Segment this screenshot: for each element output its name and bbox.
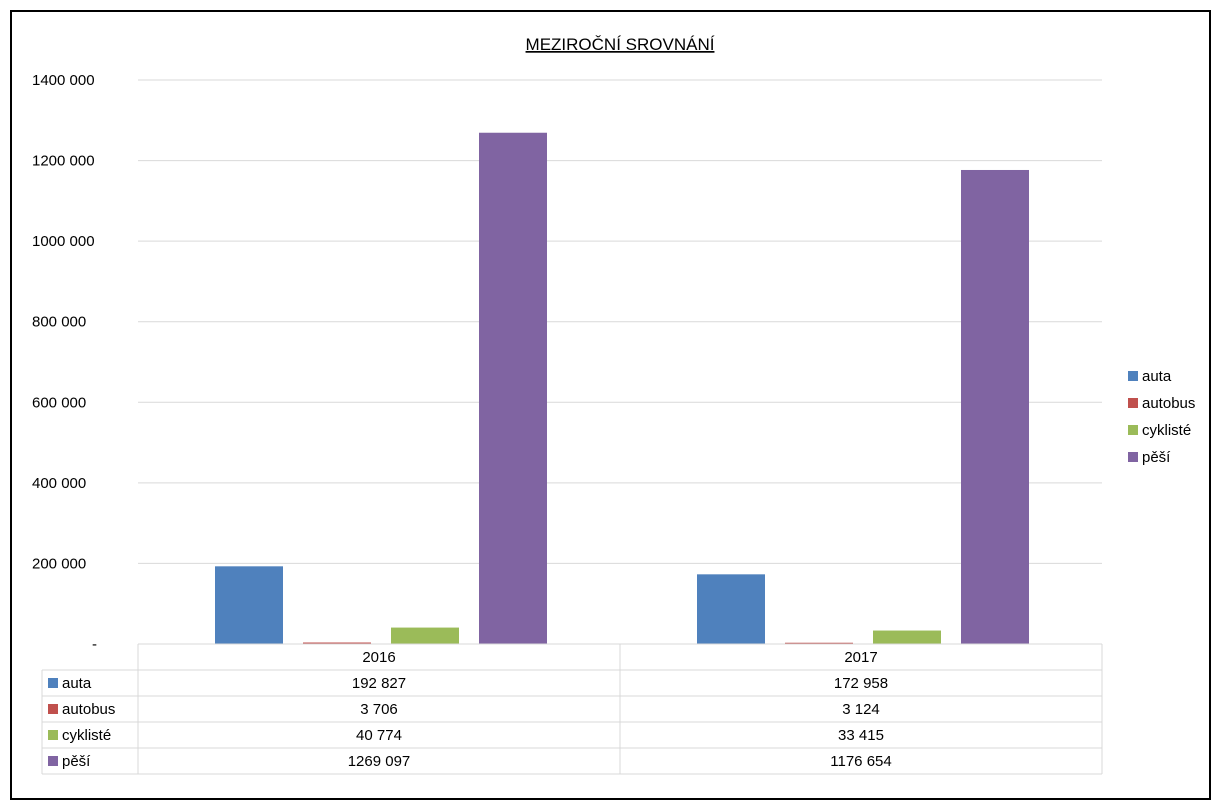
bars bbox=[215, 132, 1029, 644]
data-table: 2016 2017 auta 192 827 172 958 autobus 3 706 3 … bbox=[41, 643, 1103, 775]
table-legend-key-pěší bbox=[48, 756, 58, 766]
chart-svg: MEZIROČNÍ SROVNÁNÍ - 200 000 400 000 600 00… bbox=[32, 35, 1195, 775]
table-legend-key-auta bbox=[48, 678, 58, 688]
bar-auta-2017 bbox=[697, 574, 765, 644]
bar-autobus-2017 bbox=[785, 642, 853, 644]
table-series-label-auta: auta bbox=[62, 675, 92, 692]
table-series-label-cyklisté: cyklisté bbox=[62, 727, 111, 744]
table-value-cyklisté-2017: 33 415 bbox=[838, 727, 884, 744]
table-value-pěší-2016: 1269 097 bbox=[348, 753, 411, 770]
table-value-auta-2016: 192 827 bbox=[352, 675, 406, 692]
bar-pěší-2016 bbox=[479, 132, 547, 644]
legend-key-autobus bbox=[1128, 398, 1138, 408]
legend-label-auta: auta bbox=[1142, 368, 1172, 385]
y-tick-label: 1200 000 bbox=[32, 153, 95, 170]
table-series-label-pěší: pěší bbox=[62, 753, 91, 770]
chart-frame: MEZIROČNÍ SROVNÁNÍ - 200 000 400 000 600 00… bbox=[10, 10, 1211, 800]
gridlines bbox=[138, 79, 1102, 564]
legend-key-auta bbox=[1128, 371, 1138, 381]
legend-label-autobus: autobus bbox=[1142, 395, 1195, 412]
bar-cyklisté-2016 bbox=[391, 627, 459, 644]
table-header-2017: 2017 bbox=[844, 649, 877, 666]
y-tick-label: 1400 000 bbox=[32, 72, 95, 89]
table-legend-key-autobus bbox=[48, 704, 58, 714]
y-tick-label: 400 000 bbox=[32, 475, 86, 492]
table-value-autobus-2016: 3 706 bbox=[360, 701, 398, 718]
y-tick-label: 200 000 bbox=[32, 555, 86, 572]
bar-autobus-2016 bbox=[303, 642, 371, 644]
bar-auta-2016 bbox=[215, 566, 283, 644]
y-tick-label: 1000 000 bbox=[32, 233, 95, 250]
table-value-cyklisté-2016: 40 774 bbox=[356, 727, 402, 744]
legend-key-pěší bbox=[1128, 452, 1138, 462]
bar-cyklisté-2017 bbox=[873, 630, 941, 644]
table-legend-key-cyklisté bbox=[48, 730, 58, 740]
legend: auta autobus cyklisté pěší bbox=[1128, 368, 1195, 466]
table-series-label-autobus: autobus bbox=[62, 701, 115, 718]
bar-pěší-2017 bbox=[961, 169, 1029, 644]
y-axis-tick-labels: - 200 000 400 000 600 000 800 000 1000 000 120… bbox=[32, 72, 97, 653]
chart-title: MEZIROČNÍ SROVNÁNÍ bbox=[526, 35, 715, 54]
table-value-autobus-2017: 3 124 bbox=[842, 701, 880, 718]
table-value-pěší-2017: 1176 654 bbox=[830, 753, 891, 770]
table-value-auta-2017: 172 958 bbox=[834, 675, 888, 692]
legend-label-pěší: pěší bbox=[1142, 449, 1171, 466]
legend-key-cyklisté bbox=[1128, 425, 1138, 435]
table-header-2016: 2016 bbox=[362, 649, 395, 666]
y-tick-label: - bbox=[92, 636, 97, 653]
legend-label-cyklisté: cyklisté bbox=[1142, 422, 1191, 439]
y-tick-label: 800 000 bbox=[32, 314, 86, 331]
y-tick-label: 600 000 bbox=[32, 394, 86, 411]
